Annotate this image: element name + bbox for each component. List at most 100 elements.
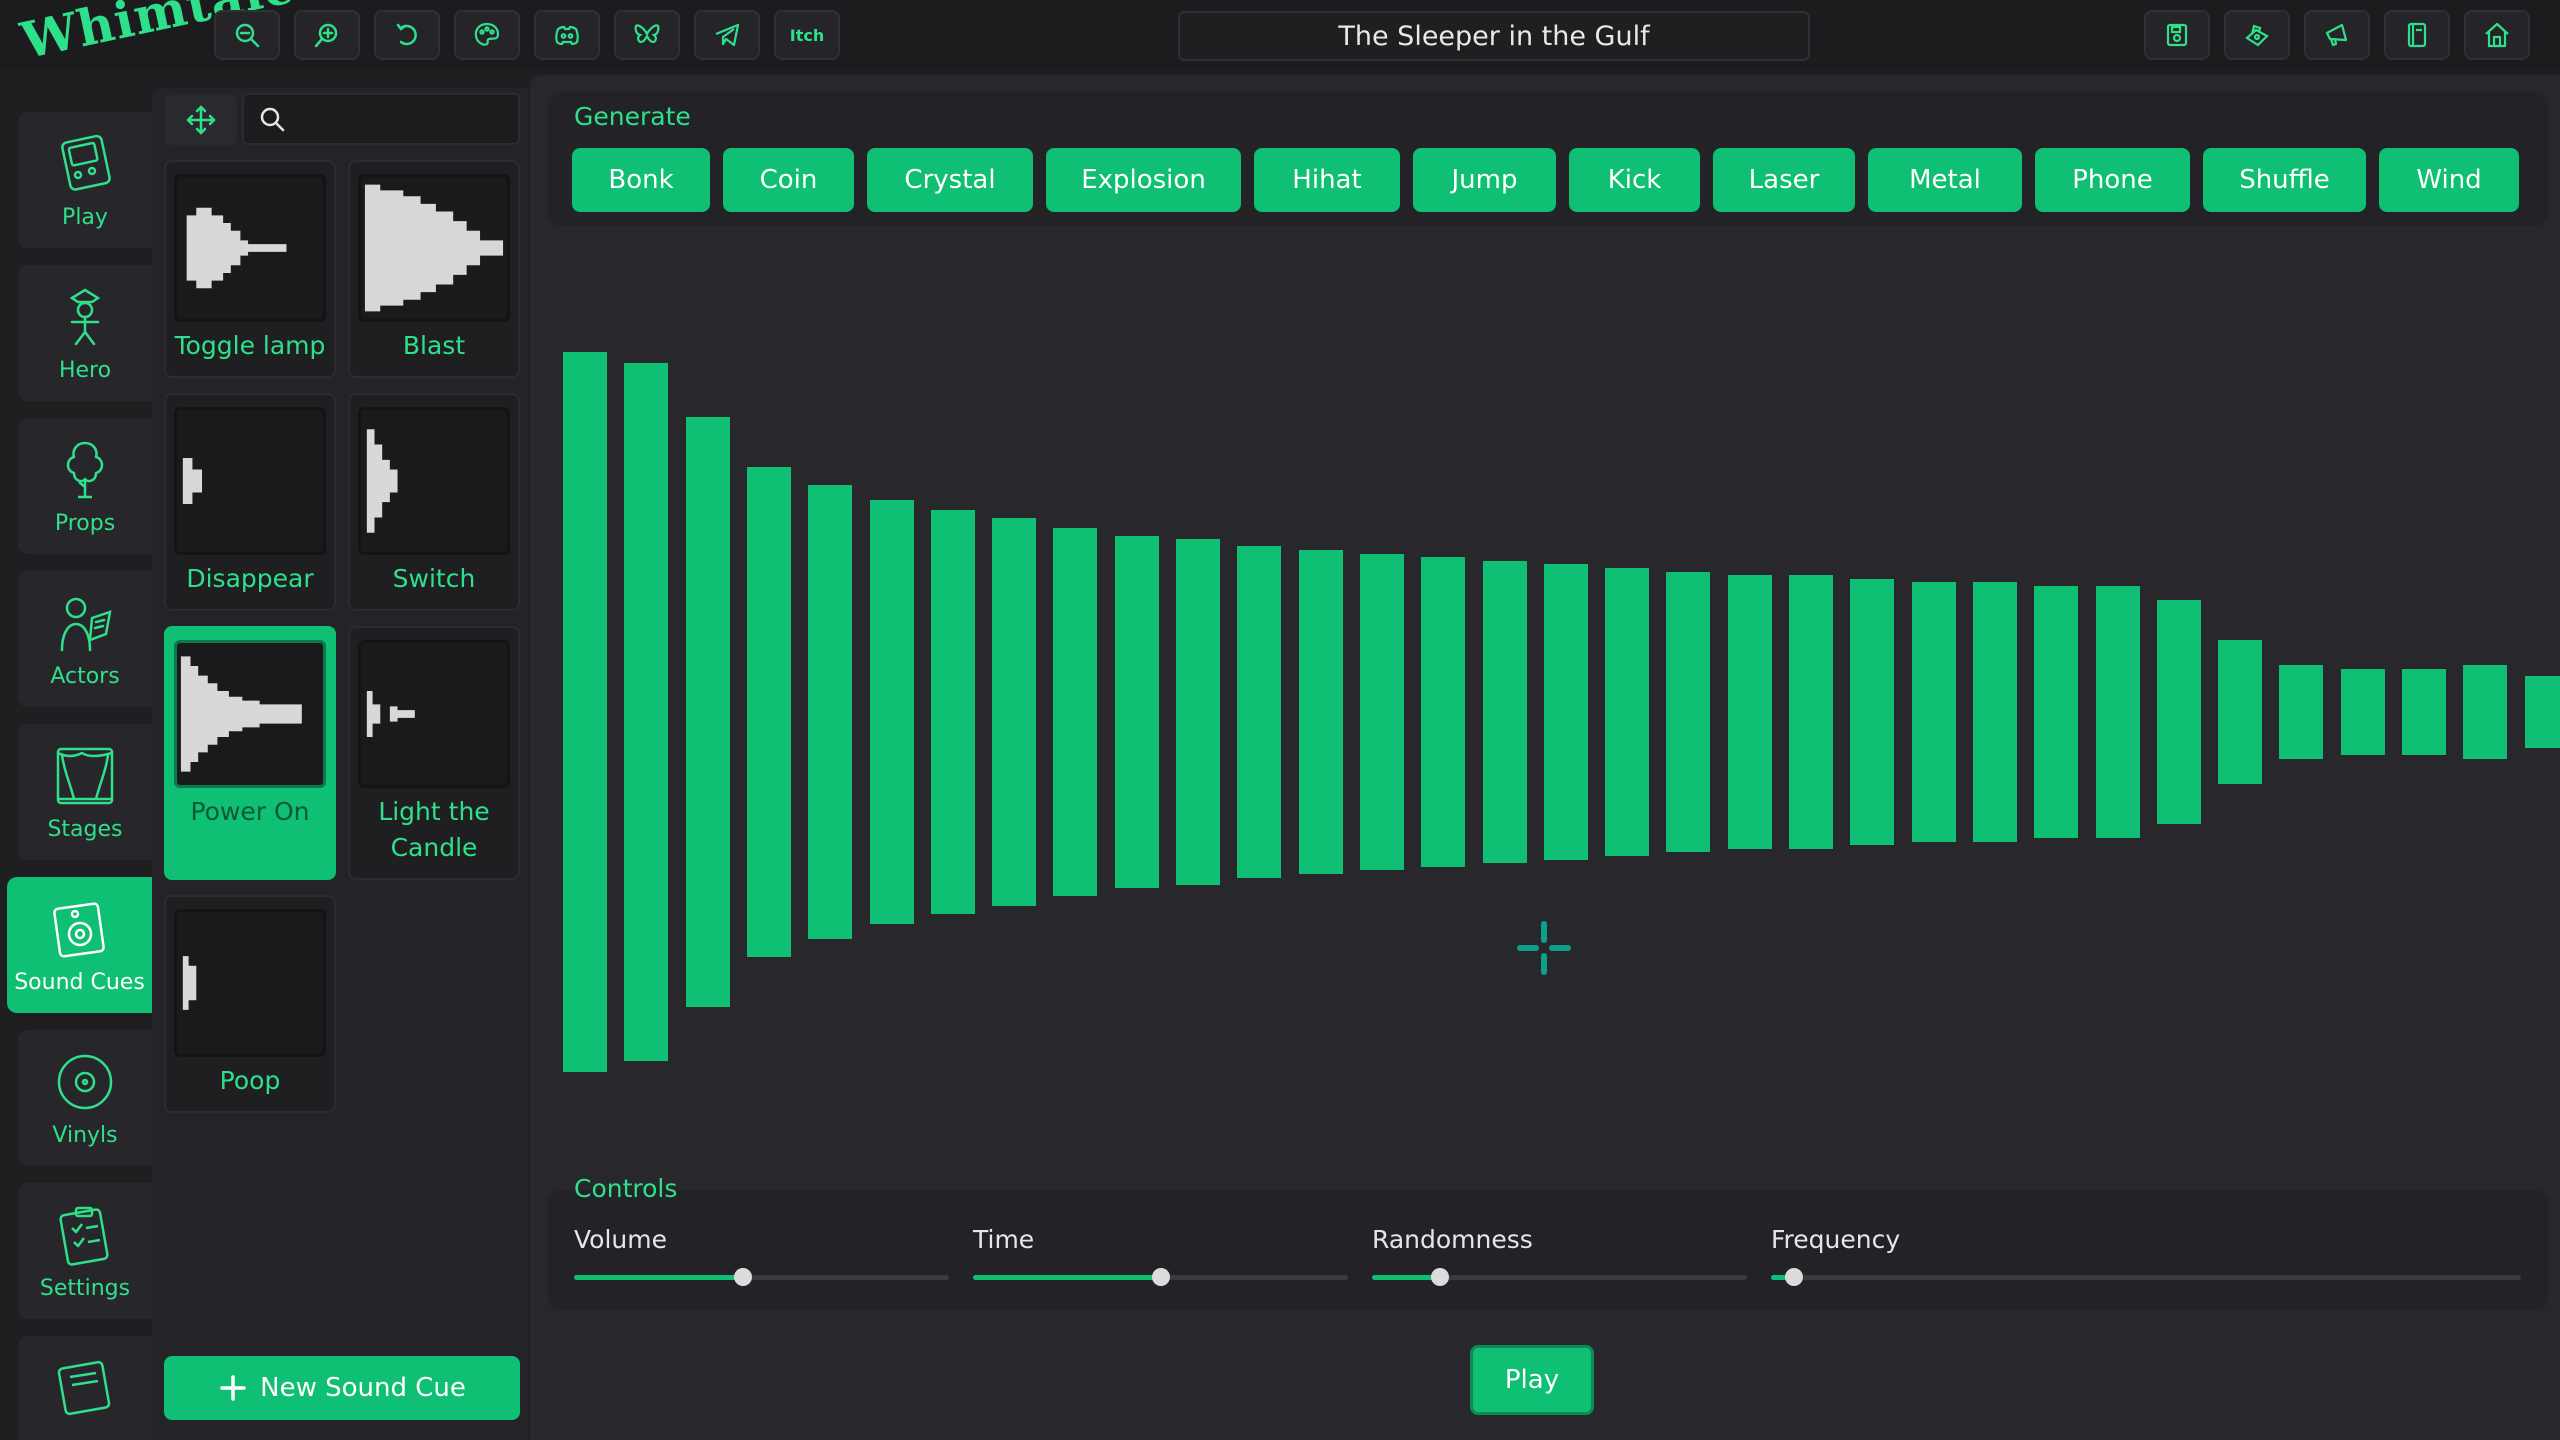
zoom-out-icon [235, 23, 260, 48]
preset-hihat-button[interactable]: Hihat [1254, 148, 1400, 212]
cue-card[interactable]: Light the Candle [348, 626, 520, 880]
waveform-bar [930, 510, 975, 914]
preset-explosion-button[interactable]: Explosion [1046, 148, 1241, 212]
waveform-bar [1605, 568, 1650, 856]
save-button[interactable] [2144, 10, 2210, 60]
preset-jump-button[interactable]: Jump [1413, 148, 1556, 212]
preset-phone-button[interactable]: Phone [2035, 148, 2190, 212]
nav-label: Props [54, 510, 116, 536]
waveform-bar [2463, 665, 2508, 759]
cue-card[interactable]: Power On [164, 626, 336, 880]
cue-name: Toggle lamp [174, 331, 326, 360]
waveform-bar [1789, 575, 1833, 849]
preset-shuffle-button[interactable]: Shuffle [2203, 148, 2366, 212]
time-label: Time [973, 1225, 1035, 1254]
cue-card[interactable]: Switch [348, 393, 520, 611]
cue-waveform-thumb [358, 640, 510, 788]
nav-vinyls[interactable]: Vinyls [18, 1030, 152, 1166]
whimsy-book-icon [57, 1360, 111, 1416]
waveform-bar [2524, 676, 2560, 748]
waveform-display[interactable] [548, 300, 2560, 1100]
nav-label: Actors [50, 663, 120, 689]
preset-bonk-button[interactable]: Bonk [572, 148, 710, 212]
preset-crystal-button[interactable]: Crystal [867, 148, 1033, 212]
zoom-in-icon [314, 23, 338, 48]
frequency-label: Frequency [1771, 1225, 1901, 1254]
nav-whimsy[interactable] [18, 1336, 152, 1440]
nav-label: Vinyls [52, 1122, 118, 1148]
cue-card[interactable]: Blast [348, 160, 520, 378]
search-input[interactable] [296, 107, 516, 131]
waveform-bar [2156, 600, 2201, 824]
nav-stages[interactable]: Stages [18, 724, 152, 860]
nav-label: Stages [47, 816, 123, 842]
stages-curtain-icon [56, 747, 114, 804]
frequency-slider[interactable] [1771, 1268, 2521, 1286]
waveform-bar [1543, 564, 1588, 860]
nav-actors[interactable]: Actors [18, 571, 152, 707]
home-button[interactable] [2464, 10, 2530, 60]
zoom-in-button[interactable] [294, 10, 360, 60]
megaphone-icon [2325, 23, 2348, 47]
cue-name: Poop [219, 1066, 281, 1095]
hero-icon [69, 288, 101, 345]
play-button[interactable]: Play [1470, 1345, 1594, 1415]
slider-knob[interactable] [1151, 1268, 1170, 1286]
waveform-bar [2402, 668, 2446, 756]
preset-wind-button[interactable]: Wind [2379, 148, 2519, 212]
discord-button[interactable] [534, 10, 600, 60]
nav-sound-cues[interactable]: Sound Cues [7, 877, 152, 1013]
cue-card[interactable]: Toggle lamp [164, 160, 336, 378]
slider-knob[interactable] [1430, 1268, 1449, 1286]
cue-card[interactable]: Disappear [164, 393, 336, 611]
waveform-bar [1421, 557, 1466, 867]
cue-waveform-thumb [358, 407, 510, 555]
new-sound-cue-button[interactable]: New Sound Cue [164, 1356, 520, 1420]
randomness-slider[interactable] [1372, 1268, 1747, 1286]
nav-props[interactable]: Props [18, 418, 152, 554]
generate-title: Generate [574, 102, 691, 131]
butterfly-icon [634, 24, 660, 44]
build-icon [2245, 24, 2269, 47]
preset-laser-button[interactable]: Laser [1713, 148, 1855, 212]
cue-name: Power On [190, 797, 310, 826]
preset-metal-button[interactable]: Metal [1868, 148, 2022, 212]
waveform-bar [1727, 575, 1772, 849]
preset-coin-button[interactable]: Coin [723, 148, 854, 212]
nav-play[interactable]: Play [18, 112, 152, 248]
preset-kick-button[interactable]: Kick [1569, 148, 1700, 212]
time-slider[interactable] [973, 1268, 1348, 1286]
slider-knob[interactable] [733, 1268, 752, 1286]
cue-waveform-thumb [358, 174, 510, 322]
cue-waveform-thumb [174, 174, 326, 322]
move-button[interactable] [165, 95, 237, 145]
actors-icon [60, 597, 112, 651]
docs-button[interactable] [2384, 10, 2450, 60]
telegram-button[interactable] [694, 10, 760, 60]
controls-title: Controls [574, 1174, 678, 1203]
build-button[interactable] [2224, 10, 2290, 60]
move-arrows-icon [186, 105, 216, 135]
nav-settings[interactable]: Settings [18, 1183, 152, 1319]
home-icon [2485, 22, 2509, 48]
cue-name: Disappear [186, 564, 314, 593]
cue-card[interactable]: Poop [164, 895, 336, 1113]
waveform-bar [1176, 539, 1220, 885]
waveform-bar [2218, 640, 2263, 784]
cue-search[interactable] [242, 93, 520, 145]
slider-knob[interactable] [1784, 1268, 1803, 1286]
itch-button[interactable]: Itch [774, 10, 840, 60]
cue-waveform-thumb [174, 909, 326, 1057]
volume-slider[interactable] [574, 1268, 949, 1286]
announce-button[interactable] [2304, 10, 2370, 60]
undo-button[interactable] [374, 10, 440, 60]
project-title[interactable]: The Sleeper in the Gulf [1178, 11, 1810, 61]
nav-label: Hero [58, 357, 112, 383]
cue-name: Blast [402, 331, 466, 360]
zoom-out-button[interactable] [214, 10, 280, 60]
bluesky-button[interactable] [614, 10, 680, 60]
nav-hero[interactable]: Hero [18, 265, 152, 401]
controls-panel [548, 1190, 2548, 1310]
palette-button[interactable] [454, 10, 520, 60]
waveform-bar [1359, 553, 1404, 871]
